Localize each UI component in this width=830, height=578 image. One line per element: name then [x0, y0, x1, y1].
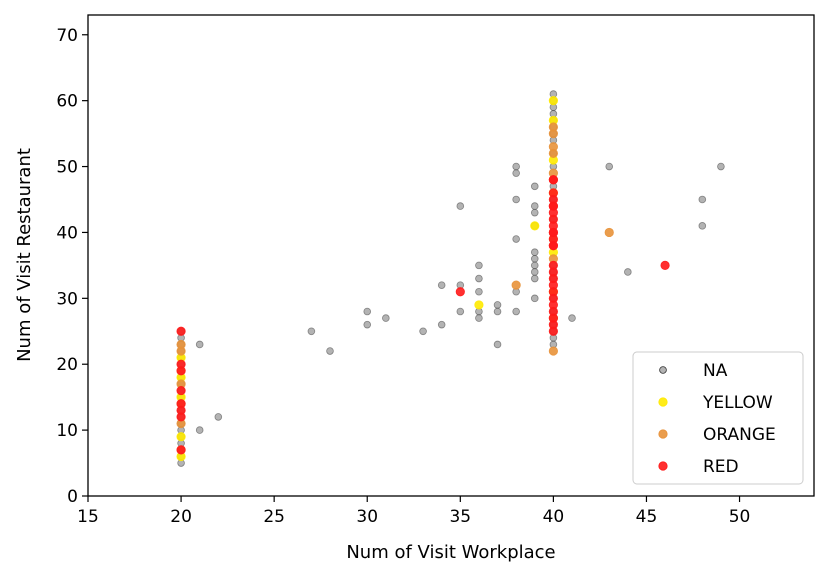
data-point	[530, 208, 539, 217]
y-axis-label: Num of Visit Restaurant	[14, 148, 35, 362]
data-point	[605, 162, 614, 171]
x-tick-label: 40	[543, 507, 565, 527]
data-point	[456, 307, 465, 316]
y-tick-label: 60	[56, 92, 78, 112]
data-point	[307, 327, 316, 336]
data-points	[176, 90, 725, 467]
data-point	[698, 195, 707, 204]
data-point	[604, 227, 614, 238]
data-point	[475, 314, 483, 322]
data-point	[530, 274, 539, 283]
data-point	[176, 432, 186, 442]
data-point	[474, 300, 484, 310]
series-yellow	[176, 96, 558, 462]
data-point	[717, 162, 725, 171]
data-point	[512, 169, 520, 177]
x-axis-label: Num of Visit Workplace	[346, 542, 555, 563]
data-point	[382, 314, 390, 322]
data-point	[568, 314, 576, 322]
legend-marker	[658, 429, 668, 439]
data-point	[455, 287, 465, 297]
data-point	[493, 340, 502, 349]
data-point	[475, 274, 483, 283]
data-point	[437, 281, 446, 289]
y-tick-label: 30	[56, 289, 78, 309]
legend-marker	[658, 397, 668, 407]
legend-box	[632, 351, 804, 485]
data-point	[530, 248, 539, 257]
data-point	[530, 182, 539, 191]
legend-label: RED	[703, 457, 739, 477]
data-point	[660, 260, 670, 270]
x-tick-label: 20	[170, 507, 192, 527]
y-tick-label: 0	[67, 487, 78, 507]
series-orange	[176, 122, 614, 455]
data-point	[548, 326, 558, 336]
data-point	[624, 268, 632, 276]
data-point	[195, 340, 204, 349]
data-point	[326, 347, 334, 355]
data-point	[548, 201, 558, 211]
data-point	[419, 327, 427, 336]
data-point	[511, 280, 521, 290]
data-point	[548, 346, 558, 356]
data-point	[456, 202, 465, 210]
data-point	[493, 307, 502, 316]
legend-label: NA	[703, 361, 728, 381]
x-tick-label: 30	[356, 507, 378, 527]
legend-marker	[659, 366, 667, 374]
y-tick-label: 10	[56, 421, 78, 441]
data-point	[512, 235, 520, 243]
data-point	[176, 366, 186, 376]
data-point	[548, 148, 558, 158]
data-point	[512, 195, 520, 204]
data-point	[548, 129, 558, 139]
data-point	[530, 221, 540, 231]
y-tick-label: 40	[56, 223, 78, 243]
data-point	[512, 162, 520, 171]
data-point	[363, 320, 372, 329]
data-point	[548, 96, 558, 106]
y-tick-label: 70	[56, 26, 78, 46]
legend-label: YELLOW	[702, 393, 773, 413]
data-point	[548, 175, 558, 185]
data-point	[437, 320, 446, 329]
data-point	[176, 326, 186, 336]
data-point	[363, 307, 372, 316]
data-point	[176, 445, 186, 455]
data-point	[530, 202, 539, 210]
data-point	[176, 385, 186, 396]
data-point	[493, 301, 502, 309]
data-point	[698, 222, 707, 230]
x-tick-label: 50	[729, 507, 751, 527]
data-point	[475, 287, 483, 296]
data-point	[548, 241, 558, 251]
series-red	[176, 175, 670, 455]
data-point	[475, 261, 483, 270]
x-tick-label: 35	[449, 507, 471, 527]
x-tick-label: 25	[263, 507, 285, 527]
x-axis-ticks: 15 20 25 30 35 40 45 50	[77, 496, 750, 527]
legend-marker	[658, 461, 668, 471]
data-point	[195, 426, 204, 434]
data-point	[176, 412, 186, 422]
data-point	[530, 294, 539, 303]
legend-label: ORANGE	[703, 425, 776, 445]
legend: NA YELLOW ORANGE RED	[632, 351, 804, 485]
data-point	[214, 413, 223, 421]
data-point	[512, 307, 520, 316]
data-point	[530, 268, 539, 276]
y-axis-ticks: 0 10 20 30 40 50 60 70	[56, 26, 88, 507]
data-point	[530, 261, 539, 270]
x-tick-label: 45	[636, 507, 658, 527]
y-tick-label: 20	[56, 355, 78, 375]
x-tick-label: 15	[77, 507, 99, 527]
data-point	[176, 346, 186, 356]
data-point	[530, 254, 539, 263]
data-point	[548, 227, 558, 238]
plot-area-frame	[87, 14, 815, 497]
y-tick-label: 50	[56, 158, 78, 178]
